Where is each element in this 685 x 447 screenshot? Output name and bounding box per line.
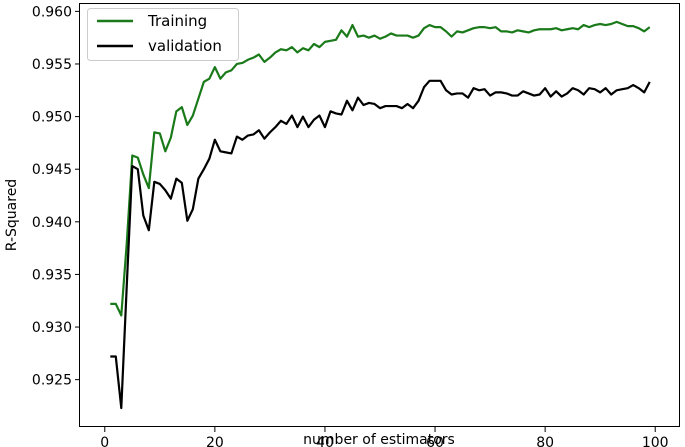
x-tick-label: 100 — [642, 435, 669, 447]
series-line-validation — [110, 79, 651, 410]
x-tick-label: 80 — [536, 435, 554, 447]
x-tick-label: 0 — [100, 435, 109, 447]
x-axis: 0 20 40 60 80 100 — [100, 427, 669, 447]
y-axis-label: R-Squared — [4, 179, 20, 251]
y-tick-label: 0.940 — [32, 215, 72, 231]
y-tick-label: 0.945 — [32, 162, 72, 178]
y-tick-label: 0.955 — [32, 57, 72, 73]
legend: Training validation — [87, 8, 239, 61]
y-tick-label: 0.925 — [32, 373, 72, 389]
y-tick-label: 0.935 — [32, 267, 72, 283]
y-tick-label: 0.960 — [32, 4, 72, 20]
legend-label-training: Training — [147, 12, 207, 30]
legend-label-validation: validation — [148, 37, 222, 55]
series-line-training — [110, 20, 651, 317]
y-axis: 0.925 0.930 0.935 0.940 0.945 0.950 0.955 0.960 — [32, 4, 80, 389]
y-tick-label: 0.950 — [32, 110, 72, 126]
plot-frame — [79, 3, 680, 427]
x-axis-label: number of estimators — [303, 432, 455, 447]
y-tick-label: 0.930 — [32, 320, 72, 336]
x-tick-label: 40 — [316, 435, 334, 447]
plot-lines — [110, 20, 651, 410]
x-tick-label: 60 — [426, 435, 444, 447]
x-tick-label: 20 — [206, 435, 224, 447]
